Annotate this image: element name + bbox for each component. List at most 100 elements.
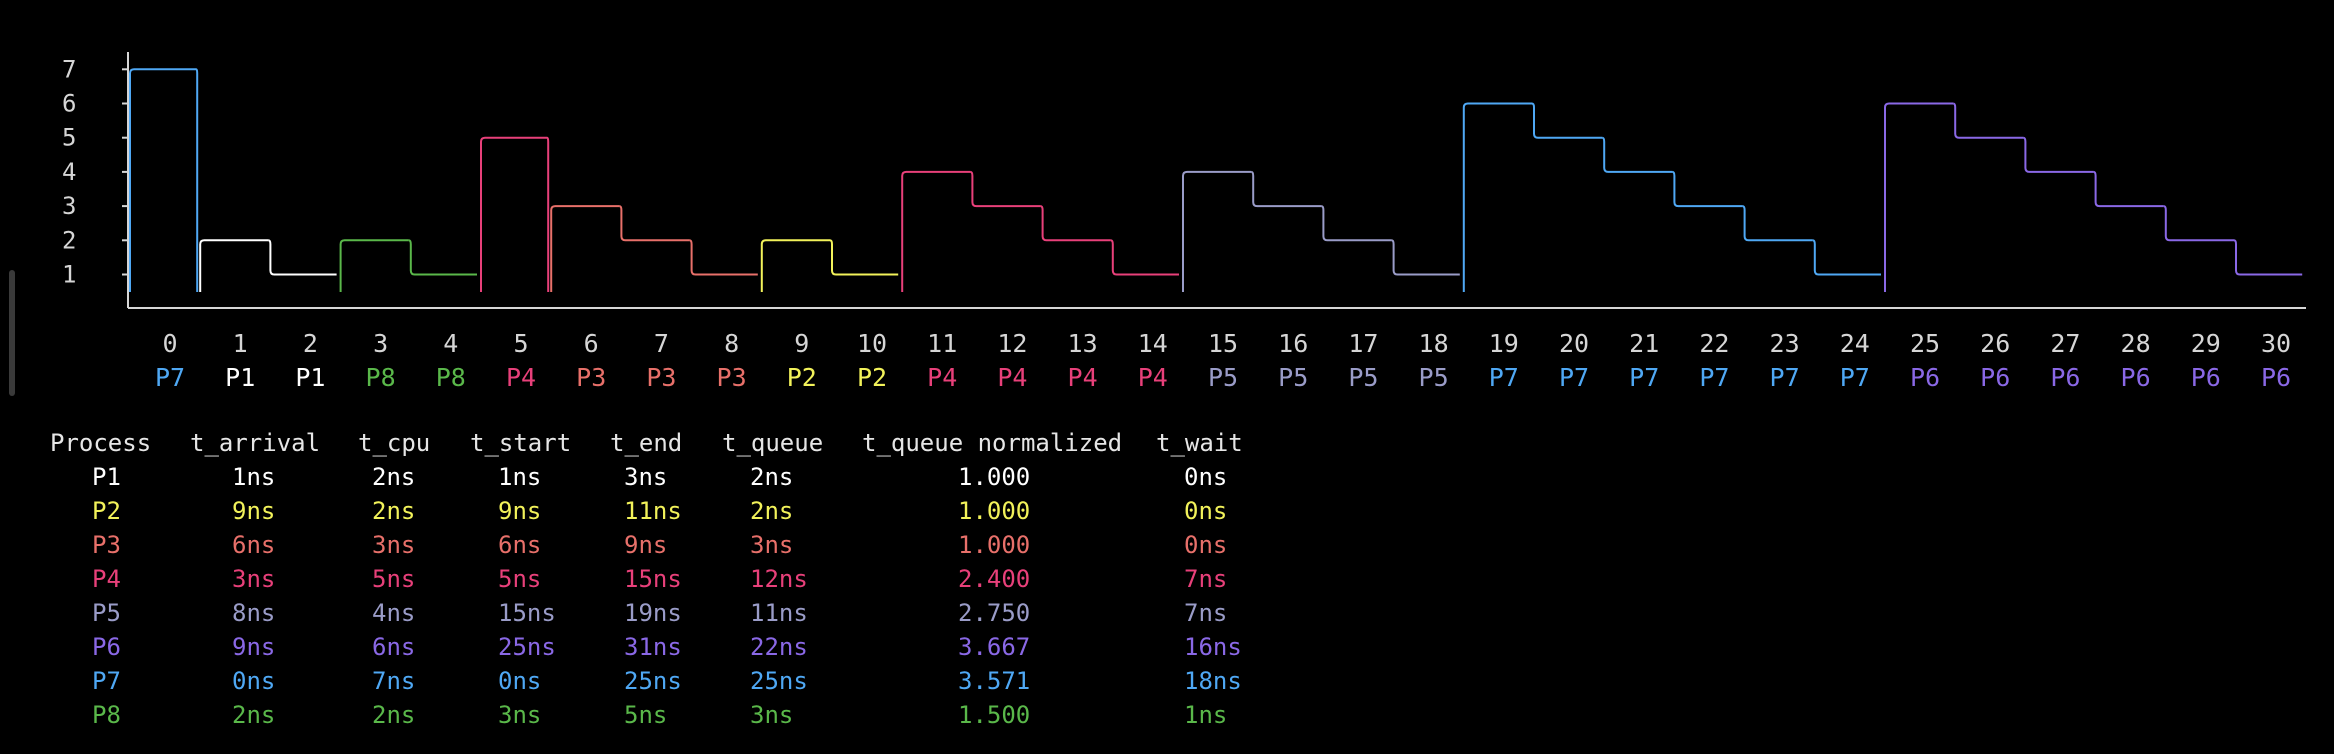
process-slot-label: P4: [1138, 363, 1168, 392]
x-tick-label: 9: [794, 329, 809, 358]
y-tick-label: 2: [62, 226, 76, 254]
cell-t-queue-normalized: 1.000: [958, 463, 1031, 491]
cell-t-cpu: 5ns: [372, 565, 416, 593]
cell-t-arrival: 6ns: [232, 531, 276, 559]
cell-t-start: 5ns: [498, 565, 542, 593]
process-slot-label: P7: [1699, 363, 1729, 392]
x-tick-label: 4: [443, 329, 458, 358]
x-tick-label: 26: [1980, 329, 2010, 358]
cell-t-arrival: 3ns: [232, 565, 276, 593]
cell-process: P4: [92, 565, 121, 593]
header-t-arrival: t_arrival: [190, 429, 321, 457]
x-tick-label: 3: [373, 329, 388, 358]
process-slot-label: P4: [506, 363, 536, 392]
cell-t-start: 25ns: [498, 633, 556, 661]
table-row: P6 9ns 6ns 25ns 31ns 22ns 3.667 16ns: [0, 630, 1400, 664]
cell-t-end: 25ns: [624, 667, 682, 695]
step-segment-p6: [2023, 136, 2094, 173]
cell-t-arrival: 9ns: [232, 633, 276, 661]
cell-process: P1: [92, 463, 121, 491]
cell-t-start: 6ns: [498, 531, 542, 559]
cell-process: P8: [92, 701, 121, 729]
scrollbar-thumb[interactable]: [9, 270, 15, 396]
process-slot-label: P2: [787, 363, 817, 392]
cell-t-start: 3ns: [498, 701, 542, 729]
cell-t-queue: 2ns: [750, 497, 794, 525]
step-segment-p7: [1462, 102, 1532, 292]
process-slot-labels: P7 P1 P1 P8 P8 P4 P3 P3 P3 P2 P2 P4 P4 P4 P4 P5 P5 P5 P5 P7…: [155, 363, 2291, 392]
table-row: P4 3ns 5ns 5ns 15ns 12ns 2.400 7ns: [0, 562, 1400, 596]
step-segment-p5: [1321, 205, 1392, 242]
cell-process: P2: [92, 497, 121, 525]
cell-t-arrival: 9ns: [232, 497, 276, 525]
x-tick-label: 12: [997, 329, 1027, 358]
process-slot-label: P6: [1910, 363, 1940, 392]
process-slot-label: P5: [1348, 363, 1378, 392]
cell-t-wait: 1ns: [1184, 701, 1228, 729]
y-tick-label: 1: [62, 261, 76, 289]
x-tick-label: 28: [2121, 329, 2151, 358]
step-segment-p7: [129, 68, 199, 292]
step-segment-p7: [1742, 205, 1813, 242]
cell-t-queue-normalized: 1.000: [958, 497, 1031, 525]
cell-t-start: 15ns: [498, 599, 556, 627]
process-slot-label: P7: [1840, 363, 1870, 392]
process-slot-label: P7: [155, 363, 185, 392]
cell-t-queue-normalized: 3.667: [958, 633, 1031, 661]
cell-process: P3: [92, 531, 121, 559]
cell-process: P6: [92, 633, 121, 661]
cell-t-start: 9ns: [498, 497, 542, 525]
process-slot-label: P5: [1208, 363, 1238, 392]
x-tick-label: 23: [1770, 329, 1800, 358]
cell-t-queue: 25ns: [750, 667, 808, 695]
step-segment-p7: [1812, 239, 1881, 276]
table-header-row: Process t_arrival t_cpu t_start t_end t_…: [0, 426, 1400, 460]
y-tick-label: 4: [62, 158, 76, 186]
process-slot-label: P4: [927, 363, 957, 392]
x-tick-label: 21: [1629, 329, 1659, 358]
step-segment-p6: [1884, 102, 1954, 292]
cell-t-arrival: 1ns: [232, 463, 276, 491]
cell-t-queue-normalized: 2.400: [958, 565, 1031, 593]
step-segment-p3: [689, 239, 758, 276]
header-process: Process: [50, 429, 152, 457]
step-segment-p6: [2093, 170, 2164, 208]
process-slot-label: P6: [2191, 363, 2221, 392]
cell-t-end: 5ns: [624, 701, 668, 729]
cell-t-cpu: 4ns: [372, 599, 416, 627]
table-row: P3 6ns 3ns 6ns 9ns 3ns 1.000 0ns: [0, 528, 1400, 562]
cell-t-queue: 2ns: [750, 463, 794, 491]
x-tick-label: 2: [303, 329, 318, 358]
header-t-cpu: t_cpu: [358, 429, 431, 457]
process-slot-label: P7: [1489, 363, 1519, 392]
header-t-end: t_end: [610, 429, 683, 457]
process-slot-label: P3: [576, 363, 606, 392]
cell-t-wait: 0ns: [1184, 531, 1228, 559]
process-slot-label: P1: [295, 363, 325, 392]
step-segment-p6: [2163, 205, 2234, 242]
process-slot-label: P3: [717, 363, 747, 392]
cell-t-arrival: 8ns: [232, 599, 276, 627]
step-series: [129, 68, 2303, 292]
cell-t-queue: 11ns: [750, 599, 808, 627]
x-tick-label: 1: [233, 329, 248, 358]
x-tick-label: 14: [1138, 329, 1168, 358]
process-slot-label: P4: [1068, 363, 1098, 392]
cell-t-wait: 0ns: [1184, 497, 1228, 525]
x-tick-label: 16: [1278, 329, 1308, 358]
step-segment-p1: [268, 239, 337, 276]
process-slot-label: P8: [436, 363, 466, 392]
cell-t-queue: 12ns: [750, 565, 808, 593]
y-tick-label: 7: [62, 55, 76, 83]
x-tick-label: 15: [1208, 329, 1238, 358]
cell-t-queue-normalized: 2.750: [958, 599, 1031, 627]
process-slot-label: P6: [2050, 363, 2080, 392]
step-segment-p7: [1672, 170, 1743, 208]
step-segment-p7: [1531, 102, 1603, 139]
x-tick-label: 6: [584, 329, 599, 358]
table-row: P7 0ns 7ns 0ns 25ns 25ns 3.571 18ns: [0, 664, 1400, 698]
process-slot-label: P3: [646, 363, 676, 392]
step-segment-p2: [829, 239, 899, 276]
